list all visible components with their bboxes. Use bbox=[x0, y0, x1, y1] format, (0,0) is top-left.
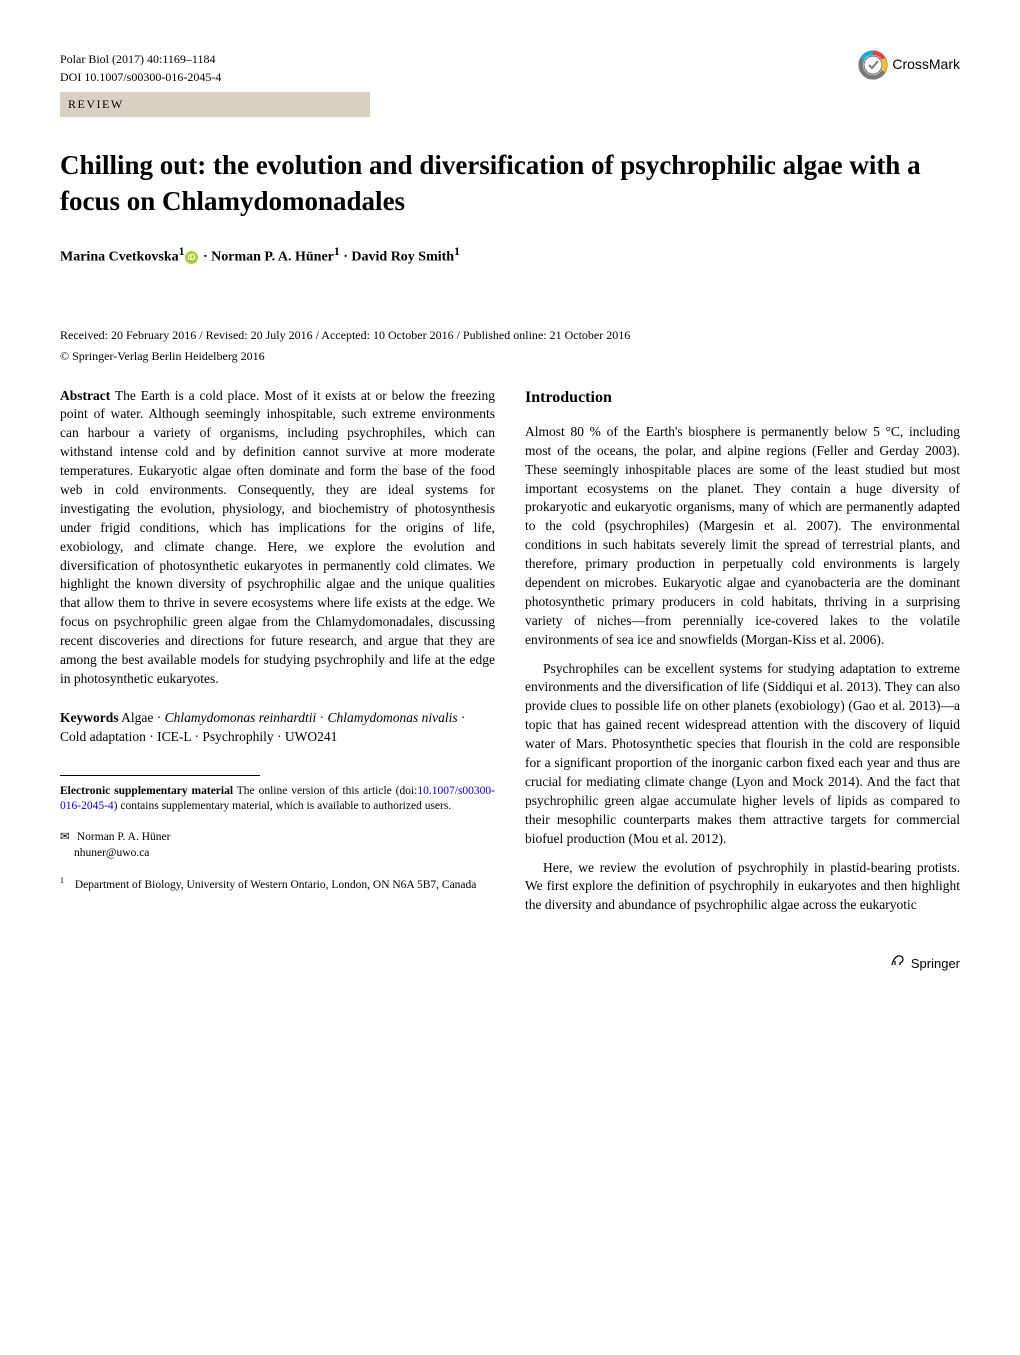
copyright: © Springer-Verlag Berlin Heidelberg 2016 bbox=[60, 348, 960, 365]
article-type-badge: REVIEW bbox=[60, 92, 370, 117]
supp-text-2: ) contains supplementary material, which… bbox=[114, 800, 452, 812]
affiliation: 1 Department of Biology, University of W… bbox=[60, 875, 495, 893]
crossmark-badge[interactable]: CrossMark bbox=[858, 50, 960, 80]
affil-number: 1 bbox=[60, 876, 64, 885]
keywords-label: Keywords bbox=[60, 710, 119, 725]
article-title: Chilling out: the evolution and diversif… bbox=[60, 147, 960, 220]
abstract-body: The Earth is a cold place. Most of it ex… bbox=[60, 388, 495, 686]
supp-label: Electronic supplementary material bbox=[60, 785, 233, 797]
corr-email: nhuner@uwo.ca bbox=[60, 845, 495, 861]
intro-para-1: Almost 80 % of the Earth's biosphere is … bbox=[525, 423, 960, 650]
intro-para-2: Psychrophiles can be excellent systems f… bbox=[525, 660, 960, 849]
affil-text: Department of Biology, University of Wes… bbox=[75, 879, 477, 891]
springer-logo: Springer bbox=[889, 951, 960, 976]
author-separator: · bbox=[203, 249, 211, 264]
author-1: Marina Cvetkovska bbox=[60, 249, 179, 264]
page-header: Polar Biol (2017) 40:1169–1184 DOI 10.10… bbox=[60, 50, 960, 86]
author-2: Norman P. A. Hüner bbox=[211, 249, 334, 264]
mail-icon: ✉ bbox=[60, 829, 74, 845]
springer-horse-icon bbox=[889, 951, 907, 976]
keywords: Keywords Algae · Chlamydomonas reinhardt… bbox=[60, 709, 495, 747]
introduction-heading: Introduction bbox=[525, 387, 960, 409]
intro-para-3: Here, we review the evolution of psychro… bbox=[525, 859, 960, 916]
author-2-affil: 1 bbox=[334, 245, 340, 258]
two-column-body: Abstract The Earth is a cold place. Most… bbox=[60, 387, 960, 926]
author-3-affil: 1 bbox=[454, 245, 460, 258]
journal-info: Polar Biol (2017) 40:1169–1184 DOI 10.10… bbox=[60, 50, 221, 86]
abstract: Abstract The Earth is a cold place. Most… bbox=[60, 387, 495, 689]
corresponding-author: ✉ Norman P. A. Hüner nhuner@uwo.ca bbox=[60, 829, 495, 861]
supp-text-1: The online version of this article (doi: bbox=[237, 785, 418, 797]
article-dates: Received: 20 February 2016 / Revised: 20… bbox=[60, 327, 960, 344]
springer-text: Springer bbox=[911, 955, 960, 973]
supplementary-note: Electronic supplementary material The on… bbox=[60, 784, 495, 815]
orcid-icon[interactable] bbox=[185, 251, 198, 264]
author-1-affil: 1 bbox=[179, 245, 185, 258]
right-column: Introduction Almost 80 % of the Earth's … bbox=[525, 387, 960, 926]
abstract-label: Abstract bbox=[60, 388, 110, 403]
journal-citation: Polar Biol (2017) 40:1169–1184 bbox=[60, 50, 221, 68]
crossmark-icon bbox=[858, 50, 888, 80]
doi: DOI 10.1007/s00300-016-2045-4 bbox=[60, 68, 221, 86]
crossmark-label: CrossMark bbox=[892, 55, 960, 75]
left-column: Abstract The Earth is a cold place. Most… bbox=[60, 387, 495, 926]
corr-name: Norman P. A. Hüner bbox=[77, 831, 171, 843]
page-footer: Springer bbox=[60, 951, 960, 976]
footnote-divider bbox=[60, 775, 260, 776]
author-3: David Roy Smith bbox=[351, 249, 454, 264]
author-list: Marina Cvetkovska1 · Norman P. A. Hüner1… bbox=[60, 244, 960, 267]
keywords-text: Algae · Chlamydomonas reinhardtii · Chla… bbox=[60, 710, 466, 744]
